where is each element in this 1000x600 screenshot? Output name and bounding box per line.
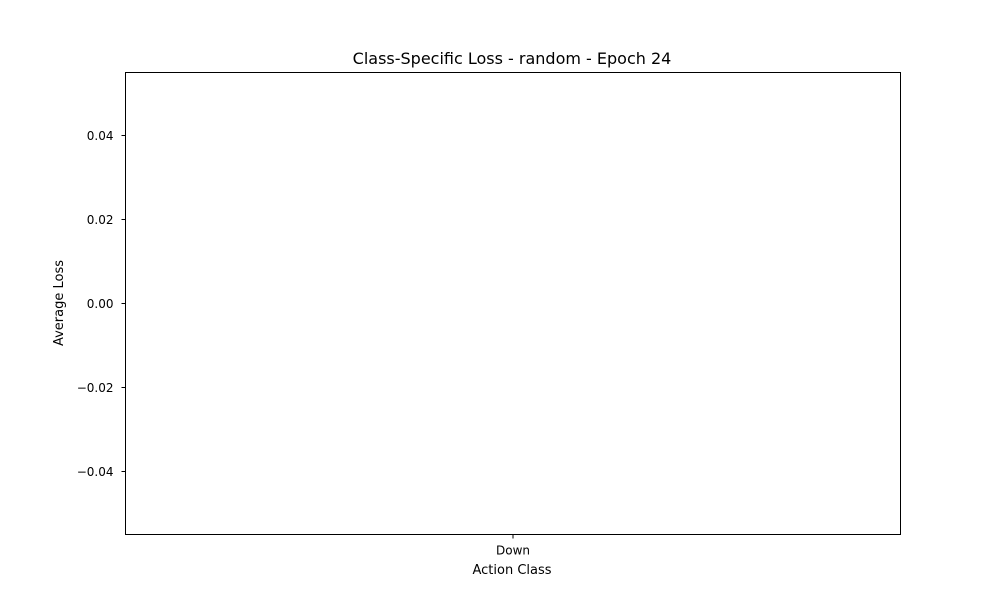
y-tick-label: −0.04	[77, 465, 114, 479]
chart-title: Class-Specific Loss - random - Epoch 24	[353, 49, 672, 68]
y-tick-label: 0.02	[87, 213, 114, 227]
x-axis-label: Action Class	[472, 563, 551, 578]
y-tick-label: 0.00	[87, 297, 114, 311]
y-axis-label: Average Loss	[52, 260, 67, 346]
x-axis-ticks: Down	[496, 534, 530, 558]
y-tick-label: 0.04	[87, 129, 114, 143]
y-tick-label: −0.02	[77, 381, 114, 395]
y-axis-ticks: 0.04 0.02 0.00 −0.02 −0.04	[77, 129, 126, 479]
x-tick-label: Down	[496, 544, 530, 558]
